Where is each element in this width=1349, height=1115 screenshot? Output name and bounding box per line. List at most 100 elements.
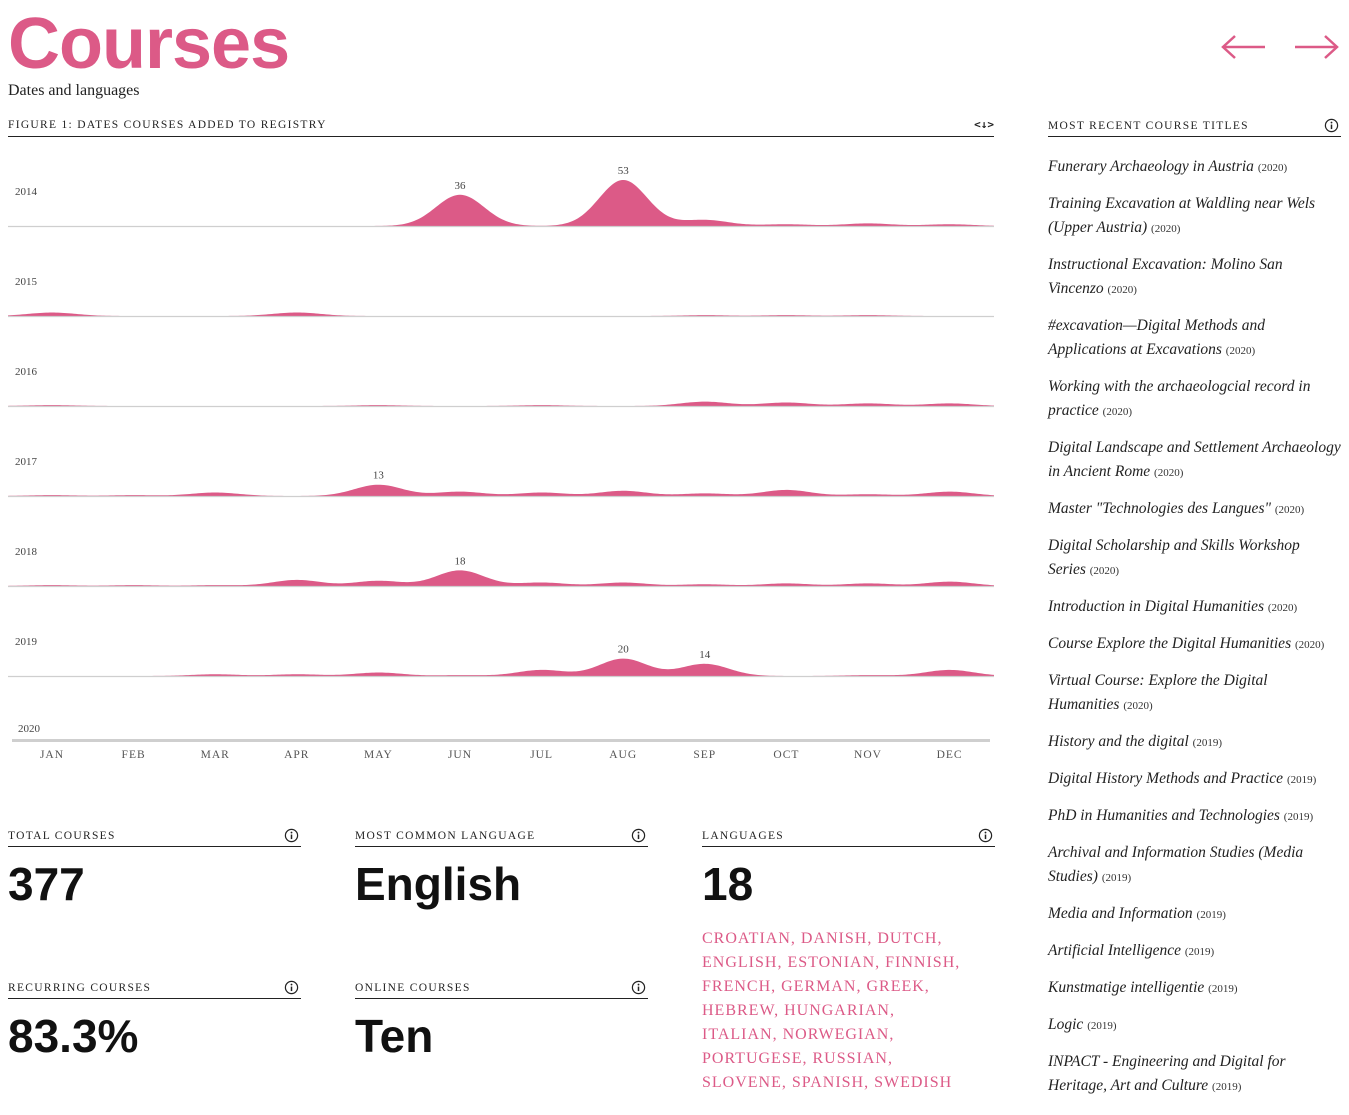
info-icon[interactable] — [978, 828, 993, 843]
course-title-item[interactable]: #excavation—Digital Methods and Applicat… — [1048, 314, 1341, 363]
course-title: Working with the archaeologcial record i… — [1048, 378, 1311, 419]
course-year: (2020) — [1257, 162, 1288, 174]
peak-value-label: 13 — [373, 470, 385, 482]
series-label: 2020 — [18, 723, 41, 735]
series-label: 2017 — [15, 456, 38, 468]
series-area-2015 — [8, 312, 994, 316]
recent-courses-sidebar: Most recent course titles Funerary Archa… — [1048, 118, 1341, 1111]
course-title-item[interactable]: Digital History Methods and Practice (20… — [1048, 767, 1341, 792]
course-title: PhD in Humanities and Technologies — [1048, 807, 1284, 824]
info-icon[interactable] — [631, 980, 646, 995]
info-icon[interactable] — [284, 828, 299, 843]
course-title: Media and Information — [1048, 905, 1197, 922]
course-title: Virtual Course: Explore the Digital Huma… — [1048, 672, 1268, 713]
course-title: Funerary Archaeology in Austria — [1048, 158, 1258, 175]
course-title: Training Excavation at Waldling near Wel… — [1048, 195, 1316, 236]
course-title-item[interactable]: Introduction in Digital Humanities (2020… — [1048, 595, 1341, 620]
x-tick-label: MAY — [364, 749, 393, 761]
next-arrow-button[interactable] — [1292, 32, 1340, 62]
course-title: Digital Landscape and Settlement Archaeo… — [1048, 439, 1341, 480]
course-year: (2019) — [1286, 774, 1317, 786]
course-title: Digital History Methods and Practice — [1048, 770, 1287, 787]
x-tick-label: FEB — [122, 749, 146, 761]
course-title: Master "Technologies des Langues" — [1048, 500, 1275, 517]
course-year: (2020) — [1102, 406, 1132, 418]
course-title-item[interactable]: Working with the archaeologcial record i… — [1048, 375, 1341, 424]
course-title: Introduction in Digital Humanities — [1048, 598, 1268, 615]
stat-common-language: Most common language English — [355, 828, 648, 911]
page-subtitle: Dates and languages — [8, 82, 140, 99]
course-list: Funerary Archaeology in Austria (2020) Tr… — [1048, 155, 1341, 1099]
series-area-2014 — [8, 180, 994, 226]
series-area-2019 — [8, 658, 994, 676]
series-area-2018 — [8, 570, 994, 586]
course-title-item[interactable]: Kunstmatige intelligentie (2019) — [1048, 976, 1341, 1001]
course-year: (2020) — [1225, 345, 1256, 357]
x-tick-label: JUL — [530, 749, 553, 761]
stat-recurring-courses: Recurring courses 83.3% — [8, 980, 301, 1063]
course-title-item[interactable]: Master "Technologies des Langues" (2020) — [1048, 497, 1341, 522]
info-icon[interactable] — [284, 980, 299, 995]
course-title-item[interactable]: Course Explore the Digital Humanities (2… — [1048, 632, 1341, 657]
stat-languages: Languages 18 Croatian, Danish, Dutch, En… — [702, 828, 995, 1095]
stat-value: 83.3% — [8, 1010, 139, 1062]
course-title-item[interactable]: Archival and Information Studies (Media … — [1048, 841, 1341, 890]
course-year: (2020) — [1267, 602, 1298, 614]
course-title-item[interactable]: Digital Landscape and Settlement Archaeo… — [1048, 436, 1341, 485]
course-year: (2020) — [1274, 504, 1305, 516]
course-title-item[interactable]: PhD in Humanities and Technologies (2019… — [1048, 804, 1341, 829]
course-title-item[interactable]: Media and Information (2019) — [1048, 902, 1341, 927]
course-title-item[interactable]: Virtual Course: Explore the Digital Huma… — [1048, 669, 1341, 718]
stat-label: Recurring courses — [8, 982, 152, 994]
course-title: #excavation—Digital Methods and Applicat… — [1048, 317, 1265, 358]
series-label: 2015 — [15, 276, 38, 288]
course-year: (2020) — [1151, 223, 1181, 235]
course-title: Logic — [1048, 1016, 1088, 1033]
course-year: (2020) — [1089, 565, 1120, 577]
stat-label: Total courses — [8, 830, 116, 842]
course-year: (2019) — [1087, 1020, 1117, 1032]
x-tick-label: JUN — [448, 749, 472, 761]
prev-arrow-button[interactable] — [1220, 32, 1268, 62]
x-tick-label: DEC — [937, 749, 963, 761]
x-tick-label: AUG — [609, 749, 637, 761]
peak-value-label: 53 — [618, 165, 630, 177]
course-title-item[interactable]: Artificial Intelligence (2019) — [1048, 939, 1341, 964]
course-title: Course Explore the Digital Humanities — [1048, 635, 1295, 652]
info-icon[interactable] — [631, 828, 646, 843]
x-tick-label: APR — [284, 749, 309, 761]
figure-header: Figure 1: Dates courses added to registr… — [8, 118, 994, 137]
course-title-item[interactable]: Training Excavation at Waldling near Wel… — [1048, 192, 1341, 241]
peak-value-label: 36 — [455, 180, 467, 192]
course-title-item[interactable]: Digital Scholarship and Skills Workshop … — [1048, 534, 1341, 583]
course-year: (2020) — [1123, 700, 1153, 712]
series-label: 2016 — [15, 366, 38, 378]
embed-code-icon[interactable]: <↓> — [974, 118, 994, 131]
course-title: INPACT - Engineering and Digital for Her… — [1048, 1053, 1286, 1094]
course-title-item[interactable]: Funerary Archaeology in Austria (2020) — [1048, 155, 1341, 180]
x-tick-label: MAR — [201, 749, 230, 761]
stat-total-courses: Total courses 377 — [8, 828, 301, 911]
stat-label: Most common language — [355, 830, 536, 842]
course-title-item[interactable]: Logic (2019) — [1048, 1013, 1341, 1038]
arrow-right-icon — [1295, 35, 1339, 59]
x-tick-label: SEP — [693, 749, 716, 761]
course-title: History and the digital — [1048, 733, 1193, 750]
course-year: (2019) — [1196, 909, 1226, 921]
x-tick-label: JAN — [40, 749, 64, 761]
peak-value-label: 14 — [699, 649, 711, 661]
stat-value: Ten — [355, 1010, 434, 1062]
peak-value-label: 20 — [618, 644, 630, 656]
arrow-left-icon — [1221, 35, 1265, 59]
series-label: 2019 — [15, 636, 38, 648]
course-title-item[interactable]: INPACT - Engineering and Digital for Her… — [1048, 1050, 1341, 1099]
stat-value: 377 — [8, 858, 85, 910]
info-icon[interactable] — [1324, 118, 1339, 133]
peak-value-label: 18 — [455, 555, 467, 567]
course-title-item[interactable]: Instructional Excavation: Molino San Vin… — [1048, 253, 1341, 302]
course-year: (2019) — [1101, 872, 1132, 884]
course-title-item[interactable]: History and the digital (2019) — [1048, 730, 1341, 755]
course-year: (2019) — [1212, 1081, 1242, 1093]
series-area-2016 — [8, 401, 994, 406]
